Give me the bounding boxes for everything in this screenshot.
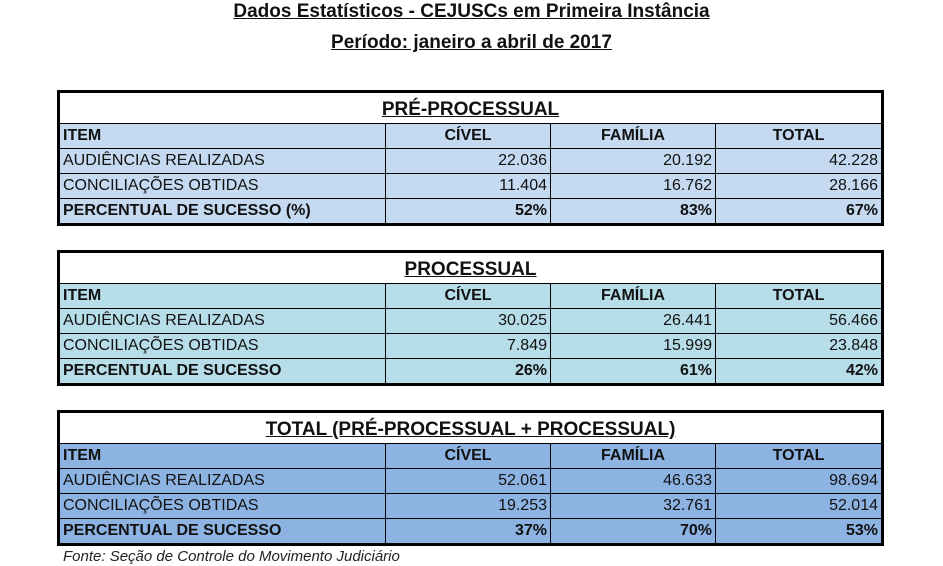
value-total: 52.014 [829,497,878,514]
value-familia: 46.633 [551,469,716,493]
document-period: Período: janeiro a abril de 2017 [331,32,612,53]
table-header-row: ITEM CÍVEL FAMÍLIA TOTAL [60,124,881,149]
value-total: 53% [845,522,878,539]
header-total: TOTAL [772,127,825,144]
value-familia: 26.441 [551,309,716,333]
value-total: 67% [845,202,878,219]
table-row: AUDIÊNCIAS REALIZADAS 22.036 20.192 42.2… [60,149,881,174]
value-civel: 7.849 [386,334,551,358]
value-familia: 70% [551,519,716,543]
table-title: PROCESSUAL [60,253,881,284]
header-familia: FAMÍLIA [551,284,716,308]
row-label: PERCENTUAL DE SUCESSO [60,519,386,543]
row-label: PERCENTUAL DE SUCESSO (%) [60,199,386,223]
value-civel: 26% [386,359,551,383]
source-note: Fonte: Seção de Controle do Movimento Ju… [63,548,400,565]
value-total: 23.848 [829,337,878,354]
table-total: TOTAL (PRÉ-PROCESSUAL + PROCESSUAL) ITEM… [57,410,884,546]
header-total: TOTAL [772,287,825,304]
table-row: CONCILIAÇÕES OBTIDAS 7.849 15.999 23.848 [60,334,881,359]
header-civel: CÍVEL [386,124,551,148]
table-row-percent: PERCENTUAL DE SUCESSO 26% 61% 42% [60,359,881,383]
header-familia: FAMÍLIA [551,124,716,148]
header-item: ITEM [60,444,386,468]
value-total: 42% [845,362,878,379]
table-header-row: ITEM CÍVEL FAMÍLIA TOTAL [60,284,881,309]
table-header-row: ITEM CÍVEL FAMÍLIA TOTAL [60,444,881,469]
value-civel: 52% [386,199,551,223]
header-total: TOTAL [772,447,825,464]
table-row: AUDIÊNCIAS REALIZADAS 52.061 46.633 98.6… [60,469,881,494]
value-civel: 19.253 [386,494,551,518]
document-title: Dados Estatísticos - CEJUSCs em Primeira… [233,1,710,22]
value-total: 42.228 [829,152,878,169]
value-familia: 83% [551,199,716,223]
header-familia: FAMÍLIA [551,444,716,468]
row-label: AUDIÊNCIAS REALIZADAS [60,309,386,333]
value-civel: 22.036 [386,149,551,173]
value-civel: 30.025 [386,309,551,333]
table-processual: PROCESSUAL ITEM CÍVEL FAMÍLIA TOTAL AUDI… [57,250,884,386]
table-row-percent: PERCENTUAL DE SUCESSO (%) 52% 83% 67% [60,199,881,223]
table-row: AUDIÊNCIAS REALIZADAS 30.025 26.441 56.4… [60,309,881,334]
row-label: CONCILIAÇÕES OBTIDAS [60,174,386,198]
table-title: TOTAL (PRÉ-PROCESSUAL + PROCESSUAL) [60,413,881,444]
header-item: ITEM [60,124,386,148]
value-familia: 16.762 [551,174,716,198]
table-row: CONCILIAÇÕES OBTIDAS 11.404 16.762 28.16… [60,174,881,199]
header-civel: CÍVEL [386,284,551,308]
row-label: CONCILIAÇÕES OBTIDAS [60,494,386,518]
value-familia: 15.999 [551,334,716,358]
value-total: 56.466 [829,312,878,329]
value-total: 28.166 [829,177,878,194]
value-civel: 37% [386,519,551,543]
table-pre-processual: PRÉ-PROCESSUAL ITEM CÍVEL FAMÍLIA TOTAL … [57,90,884,226]
value-familia: 20.192 [551,149,716,173]
table-row-percent: PERCENTUAL DE SUCESSO 37% 70% 53% [60,519,881,543]
row-label: PERCENTUAL DE SUCESSO [60,359,386,383]
table-title: PRÉ-PROCESSUAL [60,93,881,124]
header-item: ITEM [60,284,386,308]
value-civel: 11.404 [386,174,551,198]
value-total: 98.694 [829,472,878,489]
header-civel: CÍVEL [386,444,551,468]
value-civel: 52.061 [386,469,551,493]
row-label: AUDIÊNCIAS REALIZADAS [60,149,386,173]
row-label: CONCILIAÇÕES OBTIDAS [60,334,386,358]
row-label: AUDIÊNCIAS REALIZADAS [60,469,386,493]
value-familia: 61% [551,359,716,383]
value-familia: 32.761 [551,494,716,518]
table-row: CONCILIAÇÕES OBTIDAS 19.253 32.761 52.01… [60,494,881,519]
